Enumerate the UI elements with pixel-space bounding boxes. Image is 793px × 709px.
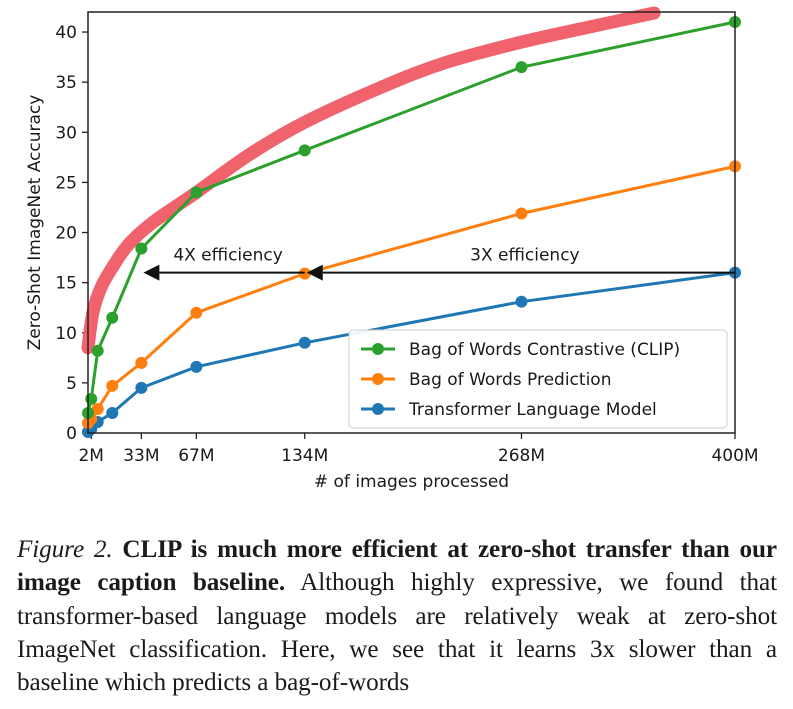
data-point (515, 295, 528, 308)
tick-labels: 0 5 10 15 20 25 30 35 40 2M 33M 67M 134M 268M 400M (55, 23, 758, 466)
y-tick-label: 25 (55, 173, 77, 193)
x-tick-label: 67M (178, 446, 214, 466)
efficiency-arrow-head (306, 264, 323, 281)
legend-box (348, 329, 728, 429)
legend-swatch-marker (372, 403, 384, 415)
chart: 4X efficiency 3X efficiency 0 5 10 15 20 25 30 3… (25, 6, 759, 492)
y-tick-label: 5 (66, 374, 77, 394)
x-tick-label: 400M (711, 446, 758, 466)
legend-label: Bag of Words Prediction (409, 370, 611, 390)
data-point (298, 267, 311, 280)
x-tick-label: 134M (281, 446, 328, 466)
data-point (298, 336, 311, 349)
data-point (135, 356, 148, 369)
data-point (106, 379, 119, 392)
x-axis-label: # of images processed (314, 472, 509, 492)
figure-label: Figure 2. (17, 536, 113, 563)
data-point (91, 344, 104, 357)
efficiency-label: 3X efficiency (470, 246, 579, 266)
highlight-stroke (81, 6, 661, 355)
data-point (190, 306, 203, 319)
tick-marks (82, 31, 736, 439)
x-tick-label: 268M (498, 446, 545, 466)
y-tick-label: 30 (55, 123, 77, 143)
y-tick-label: 20 (55, 224, 77, 244)
legend-swatch-marker (372, 373, 384, 385)
data-point (515, 61, 528, 74)
data-point (91, 402, 104, 415)
x-tick-label: 2M (78, 446, 103, 466)
highlight-curve (81, 6, 661, 355)
data-point (106, 406, 119, 419)
y-tick-label: 35 (55, 73, 77, 93)
y-tick-label: 0 (66, 424, 77, 444)
y-tick-label: 10 (55, 324, 77, 344)
y-tick-label: 15 (55, 274, 77, 294)
caption-body-text: Although highly expressive, we found tha… (17, 569, 777, 697)
y-axis-label: Zero-Shot ImageNet Accuracy (25, 95, 45, 351)
data-point (515, 207, 528, 220)
data-point (190, 186, 203, 199)
legend-swatch-marker (372, 343, 384, 355)
series-layer (82, 16, 741, 438)
data-point (135, 242, 148, 255)
figure-caption: Figure 2. CLIP is much more efficient at… (17, 533, 777, 699)
data-point (85, 392, 98, 405)
y-tick-label: 40 (55, 23, 77, 43)
series-bag-of-words-prediction (82, 160, 741, 429)
data-point (190, 360, 203, 373)
legend: Bag of Words Contrastive (CLIP) Bag of Wo… (348, 329, 728, 429)
x-tick-label: 33M (123, 446, 159, 466)
plot-frame (87, 11, 736, 434)
efficiency-label: 4X efficiency (173, 246, 282, 266)
series-bag-of-words-contrastive-clip (82, 16, 741, 419)
legend-label: Bag of Words Contrastive (CLIP) (409, 340, 680, 360)
caption-bold-text: CLIP is much more efficient at zero-shot… (17, 536, 778, 597)
data-point (106, 311, 119, 324)
annotations: 4X efficiency 3X efficiency (143, 246, 735, 281)
data-point (298, 144, 311, 157)
series-transformer-language-model (82, 266, 741, 438)
data-point (135, 381, 148, 394)
legend-label: Transformer Language Model (408, 400, 657, 420)
efficiency-arrow-head (143, 264, 160, 281)
